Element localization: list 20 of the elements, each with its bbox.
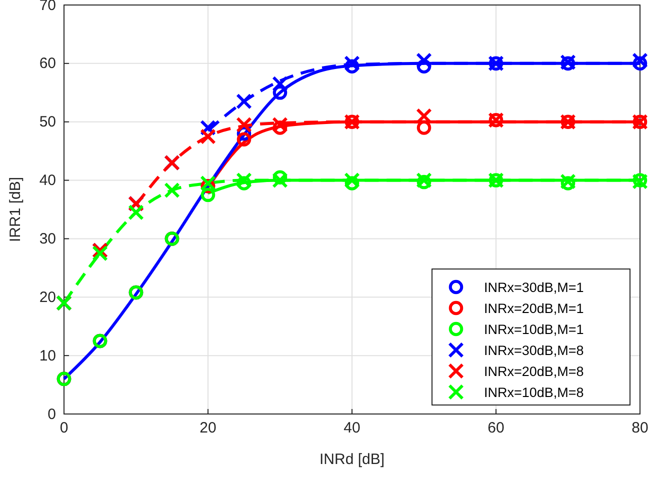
y-tick-label: 10 bbox=[39, 347, 56, 364]
y-tick-label: 60 bbox=[39, 55, 56, 72]
legend-label: INRx=10dB,M=8 bbox=[484, 385, 584, 400]
x-tick-label: 0 bbox=[60, 420, 68, 437]
y-tick-label: 20 bbox=[39, 288, 56, 306]
y-tick-label: 30 bbox=[39, 230, 56, 248]
y-tick-label: 50 bbox=[39, 114, 56, 131]
legend-label: INRx=10dB,M=1 bbox=[484, 322, 584, 337]
y-tick-label: 40 bbox=[39, 172, 56, 190]
legend-label: INRx=20dB,M=1 bbox=[484, 301, 584, 316]
x-tick-label: 20 bbox=[200, 420, 216, 437]
x-tick-label: 60 bbox=[488, 420, 504, 437]
y-tick-label: 0 bbox=[48, 406, 56, 423]
x-tick-label: 80 bbox=[632, 420, 648, 437]
x-tick-label: 40 bbox=[344, 420, 360, 437]
legend-label: INRx=30dB,M=1 bbox=[484, 280, 584, 295]
y-axis-title: IRR1 [dB] bbox=[7, 176, 24, 242]
legend-label: INRx=20dB,M=8 bbox=[484, 364, 584, 379]
x-axis-title: INRd [dB] bbox=[319, 451, 385, 468]
legend-label: INRx=30dB,M=8 bbox=[484, 343, 584, 358]
